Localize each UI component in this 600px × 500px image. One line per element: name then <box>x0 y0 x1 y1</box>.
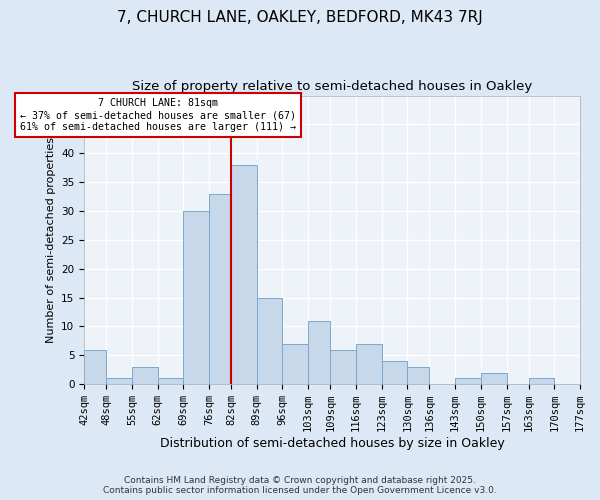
Bar <box>158 378 183 384</box>
Bar <box>529 378 554 384</box>
Bar <box>132 367 158 384</box>
Bar <box>455 378 481 384</box>
Bar <box>283 344 308 384</box>
Bar <box>209 194 231 384</box>
Title: Size of property relative to semi-detached houses in Oakley: Size of property relative to semi-detach… <box>132 80 532 93</box>
Bar <box>183 211 209 384</box>
Bar <box>257 298 283 384</box>
Bar <box>330 350 356 384</box>
Text: 7, CHURCH LANE, OAKLEY, BEDFORD, MK43 7RJ: 7, CHURCH LANE, OAKLEY, BEDFORD, MK43 7R… <box>117 10 483 25</box>
Bar <box>382 361 407 384</box>
Text: 7 CHURCH LANE: 81sqm
← 37% of semi-detached houses are smaller (67)
61% of semi-: 7 CHURCH LANE: 81sqm ← 37% of semi-detac… <box>20 98 296 132</box>
Bar <box>407 367 430 384</box>
Text: Contains HM Land Registry data © Crown copyright and database right 2025.
Contai: Contains HM Land Registry data © Crown c… <box>103 476 497 495</box>
Bar <box>308 320 330 384</box>
Bar <box>84 350 106 384</box>
Bar <box>106 378 132 384</box>
Bar <box>356 344 382 384</box>
Bar <box>231 165 257 384</box>
Bar <box>481 372 506 384</box>
X-axis label: Distribution of semi-detached houses by size in Oakley: Distribution of semi-detached houses by … <box>160 437 505 450</box>
Y-axis label: Number of semi-detached properties: Number of semi-detached properties <box>46 137 56 343</box>
